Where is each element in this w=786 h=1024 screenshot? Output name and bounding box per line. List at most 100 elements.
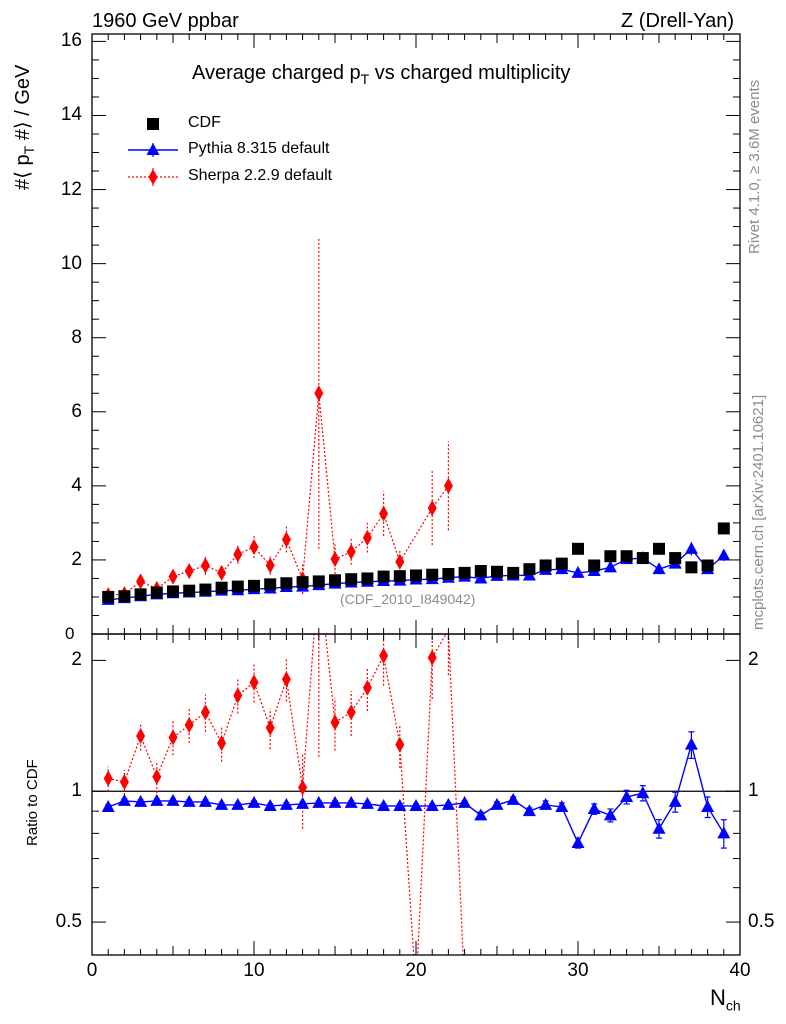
plot-frames [91, 33, 741, 956]
cdf-point [183, 584, 196, 597]
y-axis-label: #⟨ pT #⟩ / GeV [12, 64, 37, 190]
y-tick-label: 2 [71, 548, 82, 570]
legend-label-sherpa: Sherpa 2.2.9 default [188, 167, 333, 184]
x-tick-label: 20 [405, 960, 427, 981]
pythia-point [684, 541, 698, 554]
cdf-point [312, 575, 325, 588]
ratio-sherpa-point [379, 647, 389, 664]
ratio-sherpa-point [119, 774, 129, 791]
ratio-pythia-point [458, 795, 472, 808]
ratio-y-tick-label-right: 0.5 [748, 911, 775, 933]
cdf-point [669, 552, 682, 565]
y-tick-label: 8 [71, 326, 82, 348]
ratio-sherpa-point [298, 779, 308, 796]
cdf-point [442, 568, 455, 580]
sherpa-point [346, 543, 356, 560]
x-tick-label: 40 [729, 960, 751, 981]
y-tick-label: 10 [60, 252, 82, 274]
ratio-sherpa-point [184, 717, 194, 734]
x-tick-label: 0 [86, 960, 98, 981]
legend-marker-pythia [146, 143, 160, 155]
cdf-point [701, 559, 714, 572]
ratio-pythia-point [555, 799, 569, 812]
ratio-pythia-point [620, 789, 634, 802]
ratio-pythia-point [684, 737, 698, 750]
ratio-sherpa-point [362, 679, 372, 696]
cdf-point [523, 563, 536, 576]
legend-marker-cdf [147, 118, 159, 130]
analysis-watermark: (CDF_2010_I849042) [340, 591, 476, 607]
cdf-point [410, 569, 422, 582]
upper-plot-area [101, 237, 731, 605]
ratio-pythia-point [101, 799, 115, 812]
ratio-sherpa-point [233, 687, 243, 704]
ratio-pythia-point [247, 795, 261, 808]
pythia-point [474, 571, 488, 584]
ratio-sherpa-point [152, 768, 162, 785]
ratio-sherpa-point [281, 671, 291, 688]
ratio-pythia-point [441, 797, 455, 810]
ratio-pythia-point [117, 793, 131, 806]
cdf-point [150, 586, 163, 599]
ratio-sherpa-line [108, 634, 464, 955]
ratio-pythia-point [215, 797, 229, 810]
ratio-pythia-point [522, 804, 536, 817]
ratio-y-tick-label: 0.5 [55, 911, 82, 933]
sherpa-point [395, 553, 405, 570]
energy-label: 1960 GeV ppbar [92, 10, 239, 32]
y-tick-label: 4 [71, 474, 82, 496]
sherpa-point [200, 557, 210, 574]
legend-label-cdf: CDF [188, 114, 221, 131]
ratio-pythia-point [150, 793, 164, 806]
ratio-sherpa-point [330, 714, 340, 731]
ratio-sherpa-point [136, 727, 146, 744]
cdf-point [555, 557, 568, 570]
cdf-point [685, 561, 698, 574]
ratio-sherpa-point [217, 735, 227, 752]
cdf-point [280, 577, 293, 590]
ratio-pythia-line [107, 741, 725, 845]
y-tick-label: 16 [60, 30, 82, 52]
x-tick-label: 10 [243, 960, 265, 981]
ratio-y-tick-label: 2 [71, 649, 82, 671]
ratio-pythia-point [279, 797, 293, 810]
cdf-point [426, 568, 439, 581]
sherpa-point [427, 500, 437, 517]
ratio-pythia-point [506, 792, 520, 805]
ratio-pythia-point [198, 794, 212, 807]
ratio-pythia-point [587, 802, 601, 815]
legend-label-pythia: Pythia 8.315 default [188, 140, 330, 157]
cdf-point [636, 552, 649, 565]
sherpa-point [136, 573, 146, 590]
pythia-point [603, 560, 617, 573]
ratio-pythia-point [490, 797, 504, 810]
ratio-pythia-point [652, 821, 666, 834]
sherpa-point [443, 477, 453, 494]
cdf-point [134, 588, 147, 601]
ratio-pythia-point [296, 796, 310, 809]
ratio-pythia-point [474, 808, 488, 821]
cdf-point [717, 522, 730, 535]
ratio-pythia-point [231, 797, 245, 810]
ratio-pythia-point [166, 793, 180, 806]
ratio-pythia-point [603, 808, 617, 821]
ratio-pythia-point [134, 794, 148, 807]
ratio-sherpa-point [103, 770, 113, 787]
ratio-pythia-point [182, 794, 196, 807]
cdf-point [458, 566, 471, 579]
ratio-pythia-point [344, 795, 358, 808]
cdf-point [588, 559, 601, 572]
mcplots-source-label: mcplots.cern.ch [arXiv:2401.10621] [750, 394, 767, 630]
sherpa-point [217, 564, 227, 581]
ratio-sherpa-point [427, 649, 437, 666]
cdf-point [361, 572, 374, 585]
cdf-point [167, 585, 179, 598]
cdf-point [491, 565, 503, 578]
sherpa-point [168, 568, 178, 585]
process-label: Z (Drell-Yan) [621, 10, 734, 32]
cdf-point [572, 542, 584, 555]
ratio-pythia-point [636, 786, 650, 799]
ratio-sherpa-point [168, 729, 178, 746]
y-tick-label: 12 [60, 178, 82, 200]
